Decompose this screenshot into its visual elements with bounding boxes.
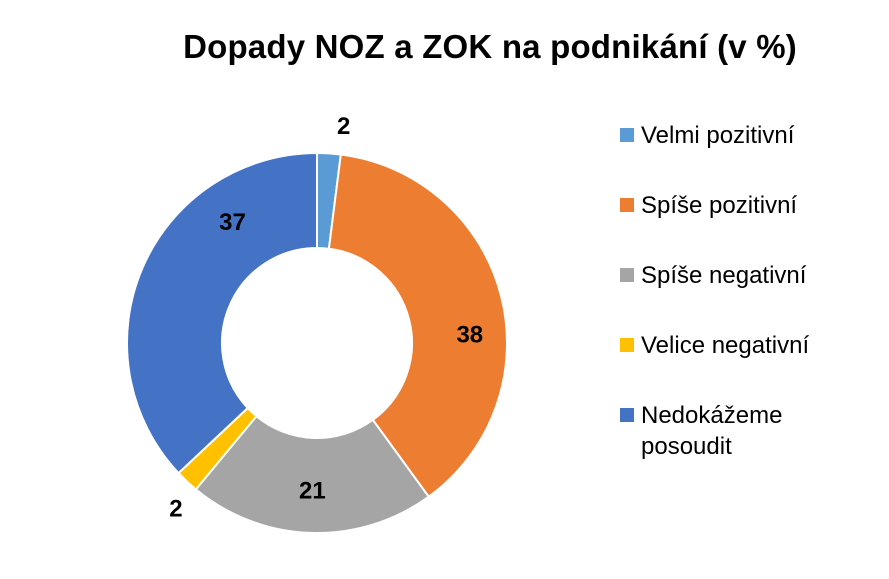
data-label-nedokážeme-posoudit: 37 (219, 209, 246, 236)
data-label-velmi-pozitivní: 2 (337, 113, 350, 140)
legend-swatch (620, 408, 634, 422)
legend-item: Velmi pozitivní (620, 120, 861, 151)
data-labels-group: 2 38 21 2 37 (169, 113, 483, 523)
legend-swatch (620, 338, 634, 352)
slices-group (126, 151, 508, 534)
legend-item: Spíše pozitivní (620, 190, 861, 221)
slice-nedokážeme-posoudit (126, 151, 318, 475)
legend-item: Spíše negativní (620, 260, 861, 291)
legend-label: Velice negativní (641, 332, 810, 359)
data-label-velice-negativní: 2 (169, 496, 182, 523)
chart-title: Dopady NOZ a ZOK na podnikání (v %) (183, 28, 797, 65)
legend-item: Nedokážeme posoudit (620, 400, 861, 462)
legend-label: Spíše pozitivní (641, 192, 798, 219)
slice-spíše-pozitivní (327, 153, 508, 499)
data-label-spíše-pozitivní: 38 (456, 322, 483, 349)
slice-spíše-negativní (194, 414, 431, 534)
legend-swatch (620, 268, 634, 282)
data-label-spíše-negativní: 21 (299, 477, 326, 504)
legend-swatch (620, 128, 634, 142)
legend-item: Velice negativní (620, 330, 861, 361)
legend-label: Nedokážeme posoudit (641, 402, 783, 460)
legend-label: Spíše negativní (641, 262, 807, 289)
legend-swatch (620, 198, 634, 212)
legend-label: Velmi pozitivní (641, 122, 795, 149)
